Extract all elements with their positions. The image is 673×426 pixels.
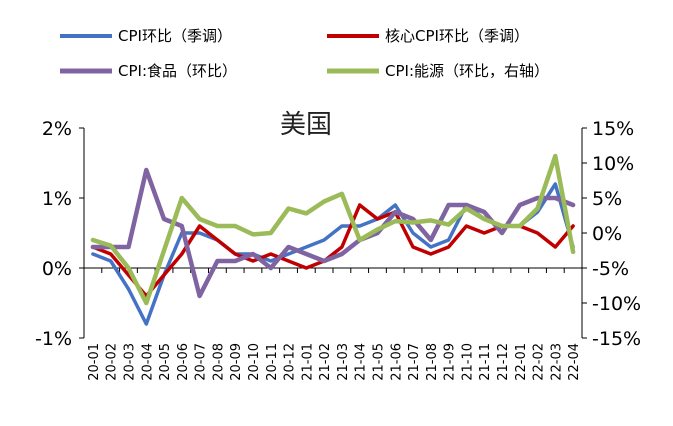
y-left-tick-label: -1% [35, 328, 72, 350]
axes: -1% 0% 1% 2% -15% -10% -5% 0% 5% 10% 15% 20-01 20-02… [35, 118, 641, 381]
x-tick-label: 20-03 [122, 343, 137, 381]
y-right-tick-label: -10% [592, 293, 641, 315]
legend-item-food: CPI:食品（环比） [60, 62, 237, 80]
x-tick-label: 21-09 [443, 343, 458, 381]
x-tick-label: 20-07 [194, 343, 209, 381]
x-tick-label: 20-08 [211, 343, 226, 381]
series-line-energy [90, 153, 576, 306]
x-tick-label: 20-01 [87, 343, 102, 381]
y-left-tick-label: 0% [42, 258, 72, 280]
legend-item-cpi: CPI环比（季调） [60, 27, 232, 45]
series-line-core-cpi [91, 203, 575, 298]
y-right-tick-label: 0% [592, 223, 622, 245]
legend-item-energy: CPI:能源（环比，右轴） [327, 62, 549, 80]
x-tick-label: 21-01 [300, 343, 315, 381]
legend: CPI环比（季调） 核心CPI环比（季调） CPI:食品（环比） CPI:能源（… [60, 27, 549, 80]
x-tick-label: 22-04 [567, 343, 582, 381]
x-tick-label: 22-02 [532, 343, 547, 381]
x-tick-label: 21-05 [371, 343, 386, 381]
x-tick-label: 20-11 [265, 343, 280, 381]
y-right-tick-label: 10% [592, 153, 634, 175]
x-tick-label: 22-01 [514, 343, 529, 381]
x-tick-label: 21-08 [425, 343, 440, 381]
y-right-tick-label: 5% [592, 188, 622, 210]
x-tick-label: 21-10 [460, 343, 475, 381]
y-left-tick-label: 1% [42, 188, 72, 210]
x-tick-label: 21-02 [318, 343, 333, 381]
x-tick-label: 21-06 [389, 343, 404, 381]
x-tick-label: 20-09 [229, 343, 244, 381]
x-tick-label: 22-03 [549, 343, 564, 381]
x-tick-label: 20-10 [247, 343, 262, 381]
x-tick-label: 20-04 [140, 343, 155, 381]
chart-title: 美国 [280, 110, 332, 140]
x-tick-label: 21-12 [496, 343, 511, 381]
x-tick-label: 21-03 [336, 343, 351, 381]
y-right-tick-label: 15% [592, 118, 634, 140]
x-tick-label: 21-04 [354, 343, 369, 381]
x-tick-label: 21-11 [478, 343, 493, 381]
x-tick-label: 20-05 [158, 343, 173, 381]
legend-item-core-cpi: 核心CPI环比（季调） [327, 27, 529, 45]
x-tick-label: 20-06 [176, 343, 191, 381]
x-tick-label: 20-02 [105, 343, 120, 381]
y-right-tick-label: -5% [592, 258, 629, 280]
x-tick-label: 21-07 [407, 343, 422, 381]
y-right-tick-label: -15% [592, 328, 641, 350]
legend-label-food: CPI:食品（环比） [118, 62, 237, 80]
legend-label-core-cpi: 核心CPI环比（季调） [385, 27, 529, 45]
legend-label-energy: CPI:能源（环比，右轴） [385, 62, 549, 80]
series-layer [90, 153, 576, 326]
x-tick-label: 20-12 [283, 343, 298, 381]
legend-label-cpi: CPI环比（季调） [118, 27, 232, 45]
y-left-tick-label: 2% [42, 118, 72, 140]
